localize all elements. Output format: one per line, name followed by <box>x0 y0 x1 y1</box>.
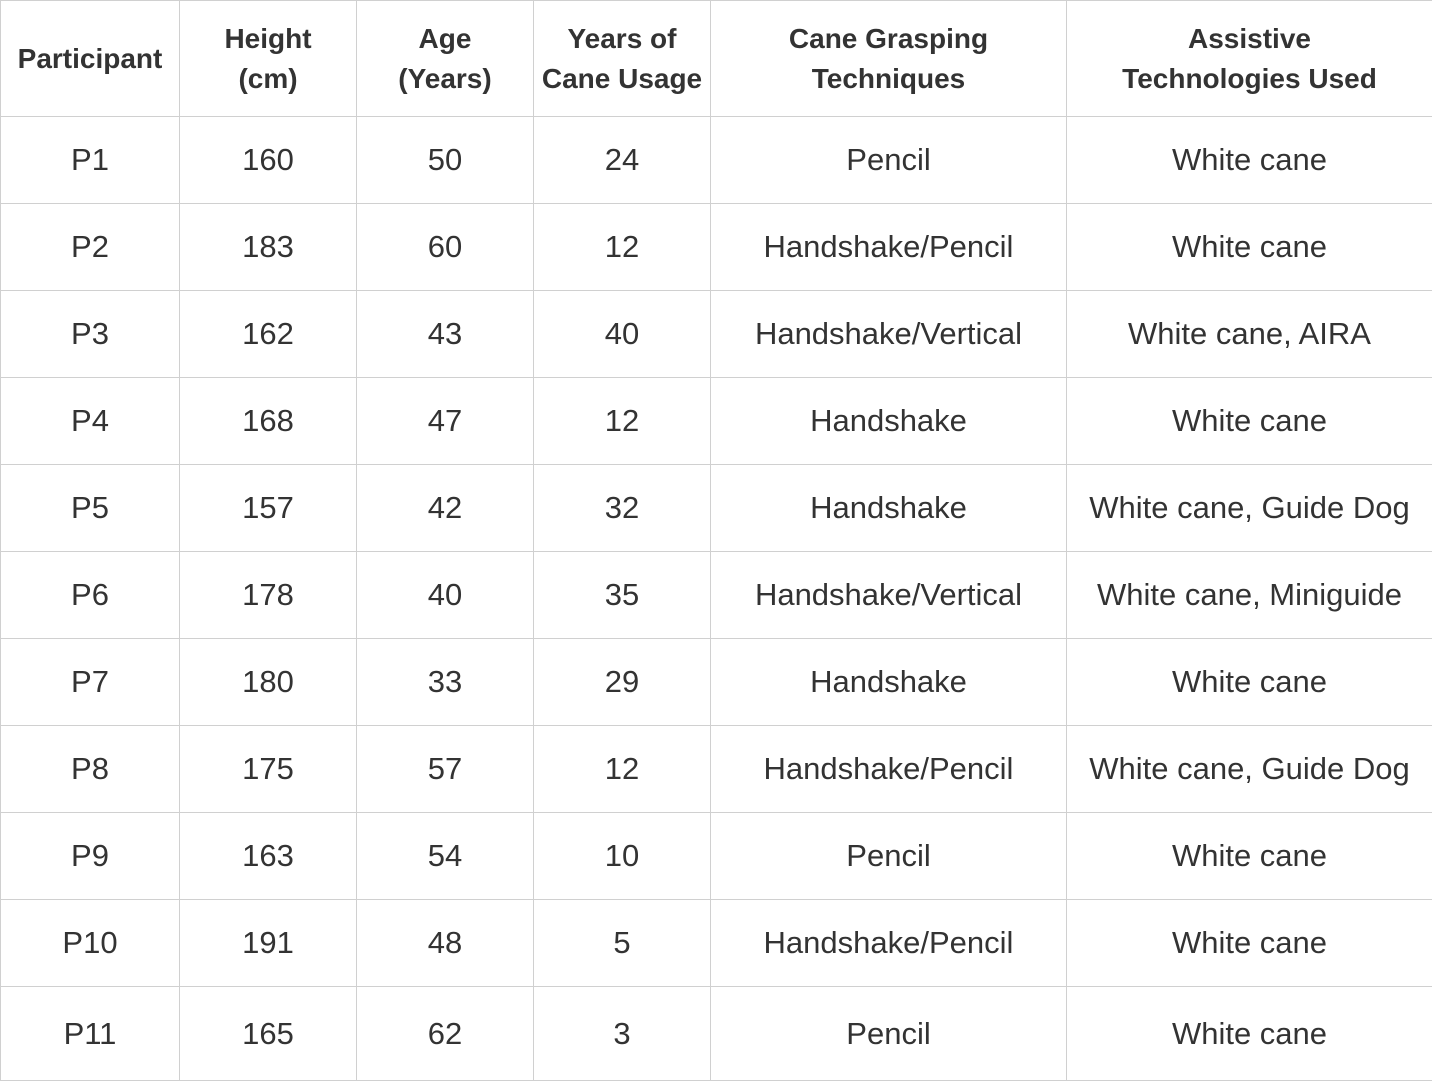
header-age: Age (Years) <box>356 0 534 117</box>
participant-cell: P1 <box>0 116 180 204</box>
age-cell: 57 <box>356 725 534 813</box>
participant-cell: P7 <box>0 638 180 726</box>
table-row: P1 160 50 24 Pencil White cane <box>0 116 1432 204</box>
participant-cell: P5 <box>0 464 180 552</box>
assistive-tech-cell: White cane <box>1066 203 1432 291</box>
assistive-tech-cell: White cane <box>1066 812 1432 900</box>
grasping-cell: Handshake <box>710 464 1067 552</box>
header-years-of-cane-usage: Years of Cane Usage <box>533 0 711 117</box>
years-cell: 5 <box>533 899 711 987</box>
years-cell: 24 <box>533 116 711 204</box>
assistive-tech-cell: White cane <box>1066 377 1432 465</box>
table-row: P4 168 47 12 Handshake White cane <box>0 377 1432 465</box>
height-cell: 183 <box>179 203 357 291</box>
age-cell: 40 <box>356 551 534 639</box>
participant-cell: P2 <box>0 203 180 291</box>
participant-cell: P9 <box>0 812 180 900</box>
participant-cell: P6 <box>0 551 180 639</box>
table-row: P6 178 40 35 Handshake/Vertical White cane, M… <box>0 551 1432 639</box>
height-cell: 163 <box>179 812 357 900</box>
table-row: P11 165 62 3 Pencil White cane <box>0 986 1432 1081</box>
height-cell: 191 <box>179 899 357 987</box>
assistive-tech-cell: White cane, Miniguide <box>1066 551 1432 639</box>
grasping-cell: Handshake/Pencil <box>710 899 1067 987</box>
age-cell: 62 <box>356 986 534 1081</box>
years-cell: 12 <box>533 203 711 291</box>
participant-cell: P4 <box>0 377 180 465</box>
years-cell: 3 <box>533 986 711 1081</box>
table-row: P3 162 43 40 Handshake/Vertical White cane, A… <box>0 290 1432 378</box>
years-cell: 29 <box>533 638 711 726</box>
table-row: P5 157 42 32 Handshake White cane, Guide Dog <box>0 464 1432 552</box>
grasping-cell: Handshake <box>710 638 1067 726</box>
height-cell: 175 <box>179 725 357 813</box>
age-cell: 60 <box>356 203 534 291</box>
grasping-cell: Handshake/Vertical <box>710 290 1067 378</box>
header-participant: Participant <box>0 0 180 117</box>
age-cell: 47 <box>356 377 534 465</box>
assistive-tech-cell: White cane, Guide Dog <box>1066 464 1432 552</box>
header-cane-grasping-techniques: Cane Grasping Techniques <box>710 0 1067 117</box>
assistive-tech-cell: White cane <box>1066 986 1432 1081</box>
age-cell: 54 <box>356 812 534 900</box>
age-cell: 50 <box>356 116 534 204</box>
header-assistive-technologies: Assistive Technologies Used <box>1066 0 1432 117</box>
age-cell: 42 <box>356 464 534 552</box>
table-row: P2 183 60 12 Handshake/Pencil White cane <box>0 203 1432 291</box>
grasping-cell: Handshake <box>710 377 1067 465</box>
grasping-cell: Pencil <box>710 986 1067 1081</box>
grasping-cell: Pencil <box>710 812 1067 900</box>
grasping-cell: Handshake/Pencil <box>710 203 1067 291</box>
years-cell: 10 <box>533 812 711 900</box>
height-cell: 180 <box>179 638 357 726</box>
age-cell: 43 <box>356 290 534 378</box>
height-cell: 162 <box>179 290 357 378</box>
grasping-cell: Pencil <box>710 116 1067 204</box>
years-cell: 35 <box>533 551 711 639</box>
height-cell: 160 <box>179 116 357 204</box>
table-row: P10 191 48 5 Handshake/Pencil White cane <box>0 899 1432 987</box>
height-cell: 168 <box>179 377 357 465</box>
header-row: Participant Height (cm) Age (Years) Year… <box>0 0 1432 117</box>
years-cell: 40 <box>533 290 711 378</box>
table-body: P1 160 50 24 Pencil White cane P2 183 60 12 Handsh… <box>0 116 1432 1081</box>
years-cell: 12 <box>533 377 711 465</box>
participant-cell: P3 <box>0 290 180 378</box>
assistive-tech-cell: White cane, Guide Dog <box>1066 725 1432 813</box>
height-cell: 165 <box>179 986 357 1081</box>
assistive-tech-cell: White cane <box>1066 638 1432 726</box>
years-cell: 12 <box>533 725 711 813</box>
assistive-tech-cell: White cane <box>1066 899 1432 987</box>
age-cell: 48 <box>356 899 534 987</box>
height-cell: 157 <box>179 464 357 552</box>
table-row: P9 163 54 10 Pencil White cane <box>0 812 1432 900</box>
participant-cell: P11 <box>0 986 180 1081</box>
height-cell: 178 <box>179 551 357 639</box>
participant-cell: P8 <box>0 725 180 813</box>
table-row: P8 175 57 12 Handshake/Pencil White cane, Gui… <box>0 725 1432 813</box>
header-height: Height (cm) <box>179 0 357 117</box>
assistive-tech-cell: White cane <box>1066 116 1432 204</box>
grasping-cell: Handshake/Vertical <box>710 551 1067 639</box>
grasping-cell: Handshake/Pencil <box>710 725 1067 813</box>
table-row: P7 180 33 29 Handshake White cane <box>0 638 1432 726</box>
assistive-tech-cell: White cane, AIRA <box>1066 290 1432 378</box>
participant-cell: P10 <box>0 899 180 987</box>
age-cell: 33 <box>356 638 534 726</box>
years-cell: 32 <box>533 464 711 552</box>
